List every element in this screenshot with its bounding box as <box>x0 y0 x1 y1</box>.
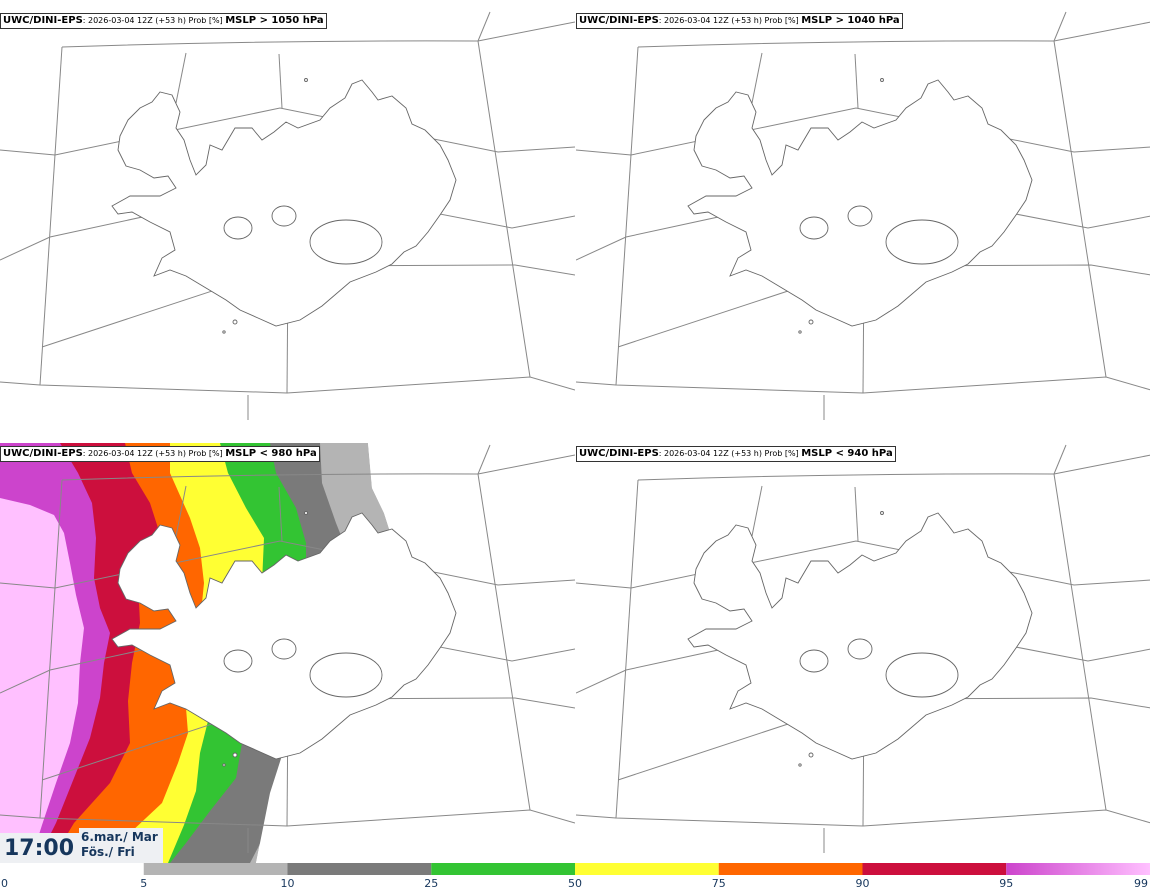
iceland-coastline <box>687 78 1033 334</box>
colorbar-tick-label: 5 <box>140 877 147 890</box>
colorbar-tick-label: 0 <box>1 877 8 890</box>
map-panel-mslp-gt-1040: UWC/DINI-EPS: 2026-03-04 12Z (+53 h) Pro… <box>576 0 1150 430</box>
colorbar-tick-label: 75 <box>712 877 726 890</box>
iceland-coastline <box>687 511 1033 767</box>
panel-title: UWC/DINI-EPS: 2026-03-04 12Z (+53 h) Pro… <box>0 13 327 29</box>
colorbar-tick-label: 25 <box>424 877 438 890</box>
colorbar-segment <box>0 863 144 875</box>
field-name: MSLP < 980 hPa <box>225 448 317 459</box>
colorbar-segment <box>718 863 863 875</box>
model-name: UWC/DINI-EPS <box>579 15 659 26</box>
run-info: : 2026-03-04 12Z (+53 h) Prob [%] <box>82 16 226 25</box>
colorbar-segment <box>862 863 1007 875</box>
colorbar-tick-label: 90 <box>856 877 870 890</box>
valid-time: 17:00 <box>4 836 75 861</box>
map-canvas <box>0 443 575 863</box>
map-canvas <box>576 444 1150 854</box>
run-info: : 2026-03-04 12Z (+53 h) Prob [%] <box>658 16 802 25</box>
valid-date-box: 6.mar./ Mar Fös./ Fri <box>79 828 163 863</box>
colorbar-segment <box>575 863 719 875</box>
colorbar-tick-label: 95 <box>999 877 1013 890</box>
colorbar-tick-label: 10 <box>281 877 295 890</box>
run-info: : 2026-03-04 12Z (+53 h) Prob [%] <box>658 449 802 458</box>
valid-time-box: 17:00 <box>0 833 79 863</box>
colorbar-tick-label: 99 <box>1134 877 1148 890</box>
iceland-coastline <box>111 78 457 334</box>
run-info: : 2026-03-04 12Z (+53 h) Prob [%] <box>82 449 226 458</box>
colorbar-segment <box>1006 863 1150 875</box>
map-panel-mslp-gt-1050: UWC/DINI-EPS: 2026-03-04 12Z (+53 h) Pro… <box>0 0 575 430</box>
valid-date-line1: 6.mar./ Mar <box>81 830 158 844</box>
model-name: UWC/DINI-EPS <box>579 448 659 459</box>
map-canvas <box>0 11 575 421</box>
field-name: MSLP > 1040 hPa <box>801 15 900 26</box>
map-panel-mslp-lt-940: UWC/DINI-EPS: 2026-03-04 12Z (+53 h) Pro… <box>576 433 1150 863</box>
panel-title: UWC/DINI-EPS: 2026-03-04 12Z (+53 h) Pro… <box>576 446 896 462</box>
panel-title: UWC/DINI-EPS: 2026-03-04 12Z (+53 h) Pro… <box>0 446 320 462</box>
model-name: UWC/DINI-EPS <box>3 15 83 26</box>
field-name: MSLP < 940 hPa <box>801 448 893 459</box>
panel-title: UWC/DINI-EPS: 2026-03-04 12Z (+53 h) Pro… <box>576 13 903 29</box>
band-99-100 <box>0 498 84 863</box>
valid-date-line2: Fös./ Fri <box>81 845 135 859</box>
map-panel-mslp-lt-980: UWC/DINI-EPS: 2026-03-04 12Z (+53 h) Pro… <box>0 433 575 863</box>
map-canvas <box>576 11 1150 421</box>
colorbar-tick-label: 50 <box>568 877 582 890</box>
model-name: UWC/DINI-EPS <box>3 448 83 459</box>
colorbar-segment <box>431 863 575 875</box>
colorbar: 0 5 10 25 50 75 90 95 99 <box>0 863 1150 890</box>
colorbar-segment <box>287 863 432 875</box>
field-name: MSLP > 1050 hPa <box>225 15 324 26</box>
colorbar-segment <box>143 863 288 875</box>
